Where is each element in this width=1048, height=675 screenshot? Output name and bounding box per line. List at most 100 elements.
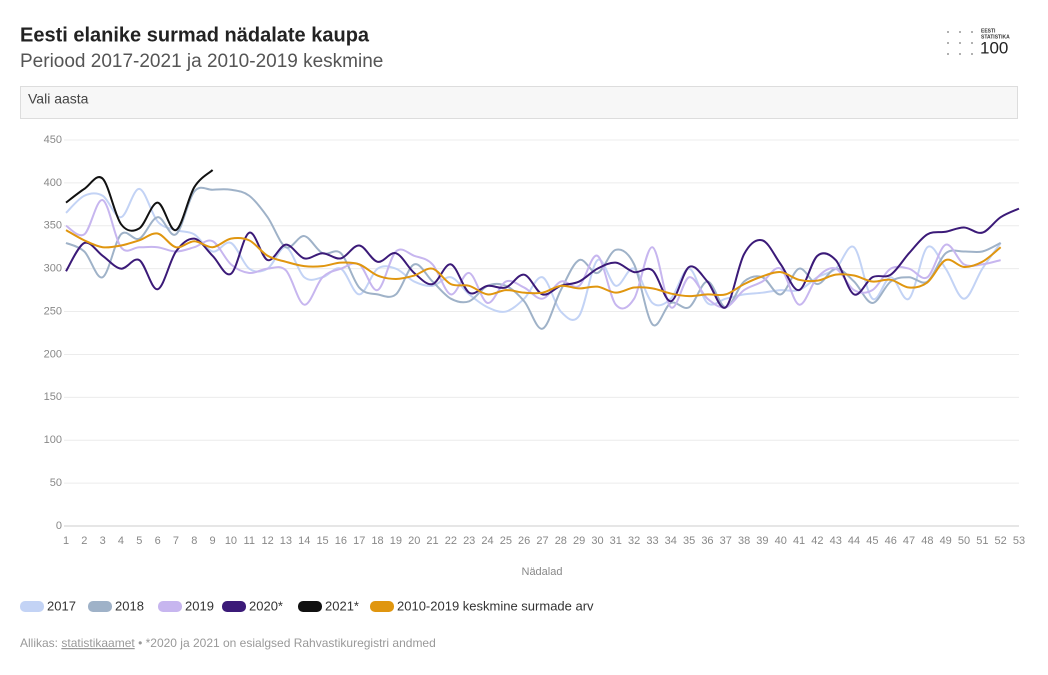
x-tick-label: 6: [155, 535, 161, 547]
x-tick-label: 42: [811, 535, 823, 547]
x-tick-label: 31: [610, 535, 622, 547]
x-tick-label: 23: [463, 535, 475, 547]
x-tick-label: 3: [100, 535, 106, 547]
source-note: • *2020 ja 2021 on esialgsed Rahvastikur…: [138, 636, 436, 650]
y-tick-label: 350: [44, 220, 62, 232]
x-tick-label: 44: [848, 535, 860, 547]
legend-swatch: [88, 601, 112, 612]
x-tick-label: 46: [885, 535, 897, 547]
logo-text: EESTI: [981, 28, 996, 34]
x-tick-label: 37: [720, 535, 732, 547]
x-tick-label: 27: [536, 535, 548, 547]
y-tick-label: 200: [44, 348, 62, 360]
x-tick-label: 1: [63, 535, 69, 547]
x-tick-label: 32: [628, 535, 640, 547]
x-axis-title: Nädalad: [522, 566, 563, 578]
x-tick-label: 7: [173, 535, 179, 547]
x-tick-label: 15: [316, 535, 328, 547]
x-tick-label: 17: [353, 535, 365, 547]
dropdown-label[interactable]: Vali aasta: [28, 91, 89, 107]
x-tick-label: 22: [445, 535, 457, 547]
legend-item[interactable]: 2018: [88, 598, 144, 613]
legend-item[interactable]: 2021*: [298, 598, 359, 613]
x-tick-label: 26: [518, 535, 530, 547]
y-tick-label: 400: [44, 177, 62, 189]
x-tick-label: 13: [280, 535, 292, 547]
x-tick-label: 47: [903, 535, 915, 547]
y-tick-label: 0: [56, 520, 62, 532]
legend-label[interactable]: 2021*: [325, 598, 359, 613]
legend-label[interactable]: 2018: [115, 598, 144, 613]
series-line: [65, 229, 1002, 298]
x-tick-label: 5: [136, 535, 142, 547]
legend-swatch: [222, 601, 246, 612]
x-tick-label: 35: [683, 535, 695, 547]
legend-item[interactable]: 2019: [158, 598, 214, 613]
x-tick-label: 30: [591, 535, 603, 547]
logo-text: STATISTIKA: [981, 34, 1010, 40]
x-tick-label: 53: [1013, 535, 1025, 547]
y-tick-label: 300: [44, 263, 62, 275]
x-tick-label: 43: [830, 535, 842, 547]
x-tick-label: 41: [793, 535, 805, 547]
legend-label[interactable]: 2017: [47, 598, 76, 613]
x-tick-label: 18: [371, 535, 383, 547]
legend-swatch: [370, 601, 394, 612]
y-tick-label: 150: [44, 391, 62, 403]
legend-item[interactable]: 2020*: [222, 598, 283, 613]
x-tick-label: 25: [500, 535, 512, 547]
series-line: [65, 169, 214, 232]
logo: EESTI STATISTIKA 100: [947, 28, 1010, 57]
x-tick-label: 2: [81, 535, 87, 547]
legend-label[interactable]: 2010-2019 keskmine surmade arv: [397, 598, 594, 613]
x-tick-label: 14: [298, 535, 310, 547]
year-dropdown[interactable]: [20, 86, 1018, 119]
x-tick-label: 50: [958, 535, 970, 547]
source-link[interactable]: statistikaamet: [61, 636, 135, 650]
x-tick-label: 11: [244, 535, 255, 547]
x-tick-label: 34: [665, 535, 677, 547]
x-tick-label: 49: [940, 535, 952, 547]
series-line: [65, 187, 1002, 321]
x-tick-label: 8: [191, 535, 197, 547]
x-tick-label: 40: [775, 535, 787, 547]
x-tick-label: 9: [210, 535, 216, 547]
series-line: [65, 186, 1002, 330]
y-tick-label: 250: [44, 305, 62, 317]
chart-title: Eesti elanike surmad nädalate kaupa: [20, 24, 370, 46]
x-tick-label: 45: [866, 535, 878, 547]
x-tick-label: 39: [756, 535, 768, 547]
logo-number: 100: [980, 38, 1008, 57]
legend-label[interactable]: 2020*: [249, 598, 283, 613]
x-tick-label: 19: [390, 535, 402, 547]
x-tick-label: 29: [573, 535, 585, 547]
x-tick-label: 28: [555, 535, 567, 547]
source-prefix: Allikas:: [20, 636, 58, 650]
x-tick-label: 16: [335, 535, 347, 547]
x-tick-label: 33: [646, 535, 658, 547]
x-tick-label: 36: [701, 535, 713, 547]
y-tick-label: 100: [44, 434, 62, 446]
legend-item[interactable]: 2017: [20, 598, 76, 613]
legend-swatch: [158, 601, 182, 612]
source: Allikas: statistikaamet • *2020 ja 2021 …: [20, 636, 436, 650]
legend-item[interactable]: 2010-2019 keskmine surmade arv: [370, 598, 594, 613]
chart-subtitle: Periood 2017-2021 ja 2010-2019 keskmine: [20, 51, 383, 72]
x-tick-label: 12: [261, 535, 273, 547]
x-tick-label: 4: [118, 535, 124, 547]
x-tick-label: 48: [921, 535, 933, 547]
x-tick-label: 51: [976, 535, 988, 547]
legend-swatch: [20, 601, 44, 612]
x-tick-label: 52: [995, 535, 1007, 547]
x-tick-label: 20: [408, 535, 420, 547]
legend-swatch: [298, 601, 322, 612]
x-tick-label: 21: [426, 535, 438, 547]
x-tick-label: 24: [481, 535, 493, 547]
legend-label[interactable]: 2019: [185, 598, 214, 613]
series-line: [65, 207, 1020, 309]
x-tick-label: 10: [225, 535, 237, 547]
logo-dots: [947, 31, 973, 55]
y-tick-label: 50: [50, 477, 62, 489]
